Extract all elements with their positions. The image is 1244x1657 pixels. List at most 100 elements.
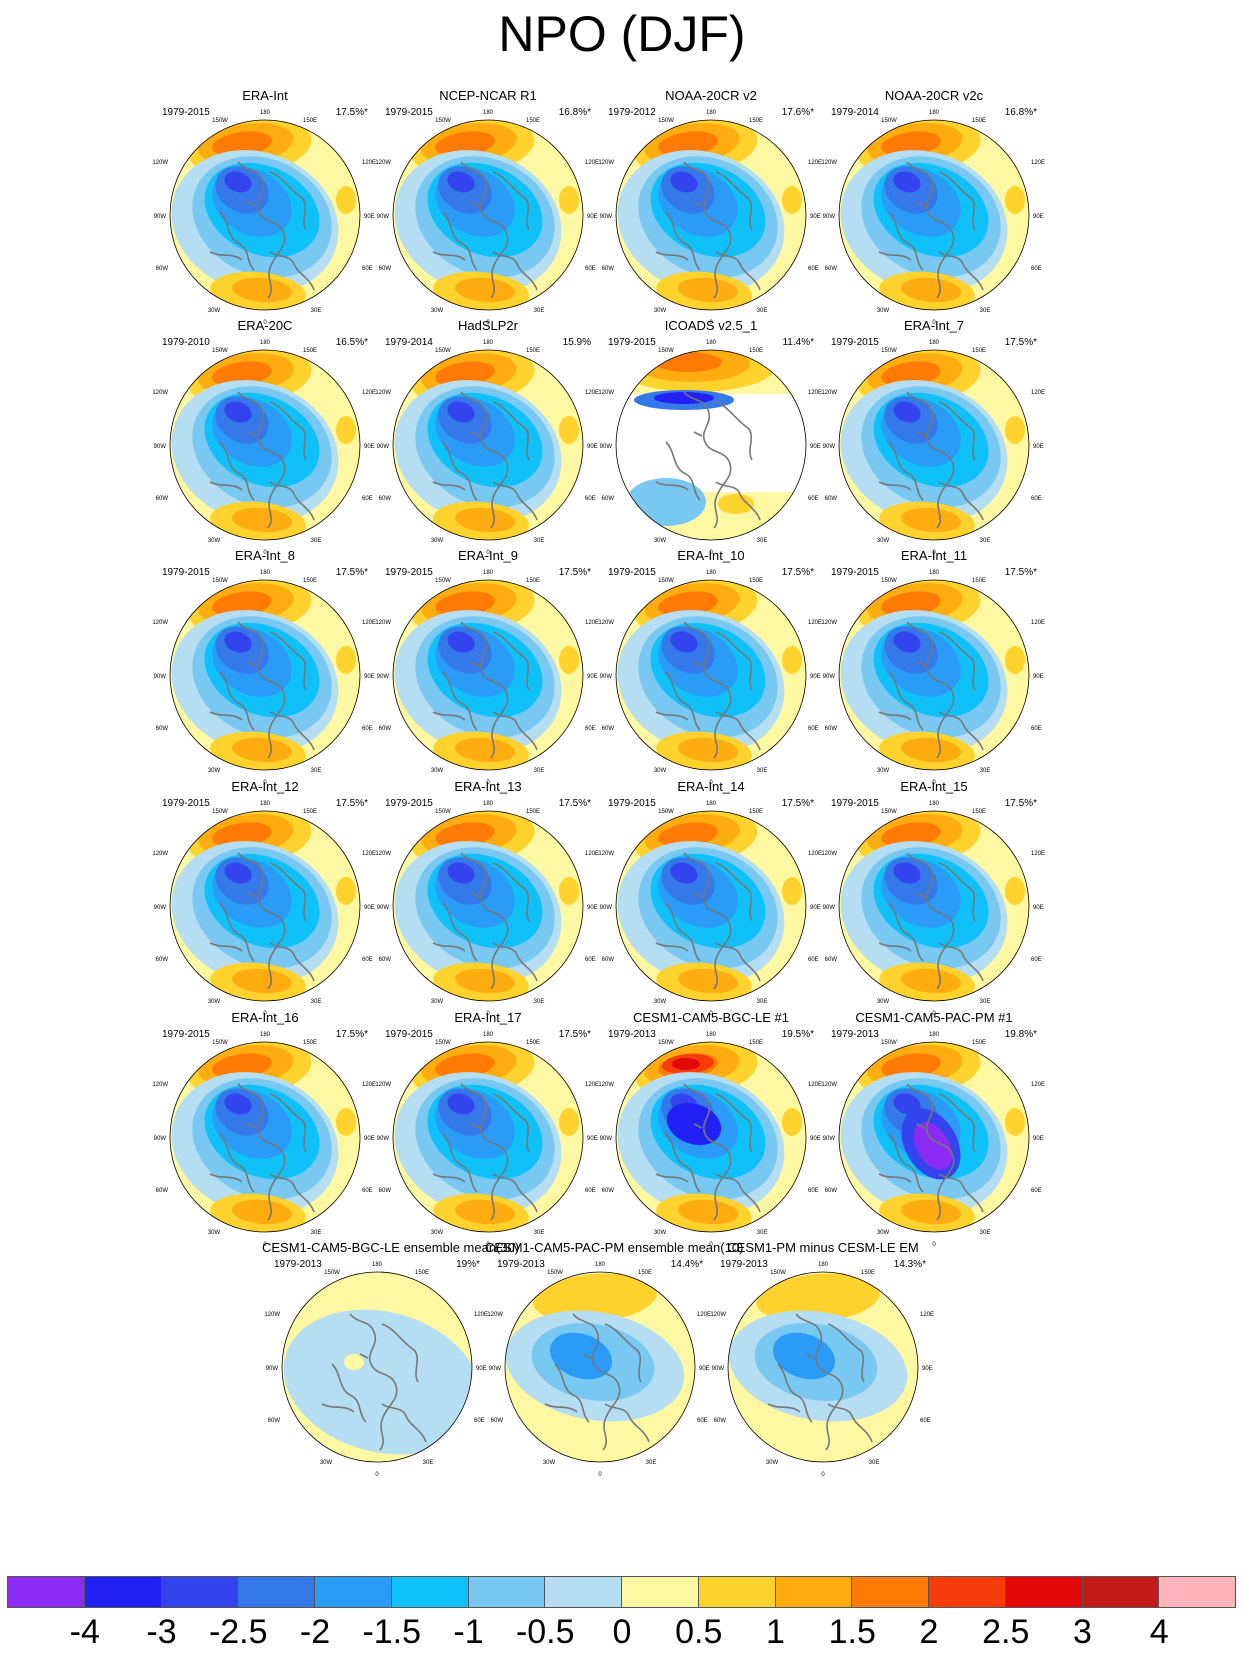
longitude-label: 90W <box>600 905 613 911</box>
longitude-label: 30E <box>311 538 322 544</box>
longitude-label: 180 <box>260 570 271 576</box>
polar-map: 180 150W 150E 120W 120E 90W 90E 60W 60E 30W 30E 0 <box>821 340 1045 556</box>
longitude-label: 120E <box>808 620 822 626</box>
map-panel: NOAA-20CR v2c 1979-2014 16.8%* 180 150W 150E 1… <box>819 88 1049 328</box>
polar-map: 180 150W 150E 120W 120E 90W 90E 60W 60E 30W 30E 0 <box>375 110 599 326</box>
panel-title: ERA-20C <box>237 318 293 333</box>
coastline <box>878 852 984 990</box>
map-border <box>392 349 584 541</box>
longitude-label: 0 <box>709 780 713 786</box>
panel-title: ERA-Int_15 <box>900 779 968 794</box>
longitude-label: 0 <box>486 1242 490 1248</box>
longitude-label: 30W <box>877 538 890 544</box>
slp-anomaly-field <box>393 811 583 1001</box>
panel-title: NOAA-20CR v2 <box>665 88 757 103</box>
longitude-label: 30E <box>311 308 322 314</box>
colorbar-cell <box>1004 1576 1083 1608</box>
slp-anomaly-field <box>393 120 583 310</box>
longitude-label: 90W <box>600 674 613 680</box>
panel-title: ERA-Int_14 <box>677 779 745 794</box>
map-panel: ERA-Int_10 1979-2015 17.5%* 180 150W 150E 120W… <box>596 548 826 788</box>
panel-period: 1979-2015 <box>385 1029 433 1040</box>
map-panel: CESM1-CAM5-PAC-PM #1 1979-2013 19.8%* 180 15… <box>819 1010 1049 1250</box>
panel-title: CESM1-CAM5-BGC-LE #1 <box>632 1010 790 1025</box>
longitude-label: 30W <box>320 1460 333 1466</box>
longitude-label: 150E <box>749 118 763 124</box>
longitude-label: 90W <box>712 1366 725 1372</box>
panel-period: 1979-2013 <box>831 1029 879 1040</box>
longitude-label: 90W <box>600 444 613 450</box>
polar-map: 180 150W 150E 120W 120E 90W 90E 60W 60E 30W 30E 0 <box>598 1032 822 1248</box>
longitude-label: 120E <box>1031 851 1045 857</box>
panel-variance: 17.5%* <box>558 1029 591 1040</box>
coastline <box>655 161 761 299</box>
polar-map: 180 150W 150E 120W 120E 90W 90E 60W 60E 30W 30E 0 <box>152 110 376 326</box>
longitude-label: 180 <box>706 340 717 346</box>
longitude-label: 90E <box>587 1136 598 1142</box>
longitude-label: 90W <box>154 905 167 911</box>
longitude-label: 120E <box>474 1312 488 1318</box>
panel-variance: 16.5%* <box>335 337 368 348</box>
longitude-label: 150W <box>547 1270 563 1276</box>
longitude-label: 0 <box>709 550 713 556</box>
coastline <box>432 391 538 529</box>
coastline <box>432 161 538 299</box>
longitude-label: 0 <box>932 550 936 556</box>
map-border <box>392 810 584 1002</box>
longitude-label: 90W <box>823 674 836 680</box>
panel-period: 1979-2015 <box>385 567 433 578</box>
panel-title: ERA-Int_13 <box>454 779 522 794</box>
coastline <box>878 391 984 529</box>
longitude-label: 90W <box>823 905 836 911</box>
map-border <box>169 1041 361 1233</box>
longitude-label: 120E <box>362 1082 376 1088</box>
longitude-label: 120E <box>585 390 599 396</box>
longitude-label: 30E <box>757 999 768 1005</box>
longitude-label: 120W <box>598 390 614 396</box>
longitude-label: 60E <box>362 1188 373 1194</box>
longitude-label: 120E <box>362 851 376 857</box>
slp-anomaly-field <box>616 1042 806 1232</box>
map-border <box>281 1271 473 1463</box>
longitude-label: 90E <box>922 1366 933 1372</box>
panel-title: ERA-Int_11 <box>900 548 968 563</box>
longitude-label: 90E <box>699 1366 710 1372</box>
longitude-label: 90W <box>266 1366 279 1372</box>
longitude-label: 150E <box>972 118 986 124</box>
longitude-label: 120W <box>487 1312 503 1318</box>
longitude-label: 90E <box>1033 905 1044 911</box>
longitude-label: 150E <box>526 118 540 124</box>
coastline <box>655 852 761 990</box>
longitude-label: 60W <box>156 726 169 732</box>
panel-title: CESM1-CAM5-BGC-LE ensemble mean(30) <box>262 1240 520 1255</box>
longitude-label: 90E <box>364 674 375 680</box>
longitude-label: 120W <box>598 851 614 857</box>
colorbar-cell <box>237 1576 315 1608</box>
longitude-label: 60E <box>1031 1188 1042 1194</box>
map-panel: ERA-Int_13 1979-2015 17.5%* 180 150W 150E 120W… <box>373 779 603 1019</box>
longitude-label: 90W <box>377 674 390 680</box>
panel-variance: 19.5%* <box>781 1029 814 1040</box>
map-panel: CESM1-CAM5-PAC-PM ensemble mean(10) 1979-… <box>485 1240 743 1480</box>
longitude-label: 90W <box>377 905 390 911</box>
panel-variance: 17.5%* <box>558 567 591 578</box>
colorbar-cell <box>697 1576 776 1608</box>
panel-period: 1979-2015 <box>162 798 210 809</box>
longitude-label: 60W <box>156 496 169 502</box>
colorbar-cell <box>1158 1576 1236 1608</box>
longitude-label: 150E <box>749 348 763 354</box>
longitude-label: 60W <box>379 266 392 272</box>
polar-map: 180 150W 150E 120W 120E 90W 90E 60W 60E 30W 30E 0 <box>821 1032 1045 1248</box>
longitude-label: 30E <box>980 768 991 774</box>
colorbar-cell <box>160 1576 239 1608</box>
panel-period: 1979-2015 <box>385 798 433 809</box>
map-border <box>504 1271 696 1463</box>
panel-title: ERA-Int_9 <box>458 548 518 563</box>
longitude-label: 0 <box>932 320 936 326</box>
colorbar-label: -1 <box>453 1613 484 1651</box>
longitude-label: 60E <box>585 726 596 732</box>
longitude-label: 30E <box>757 538 768 544</box>
colorbar-label: 0 <box>612 1613 632 1651</box>
longitude-label: 60E <box>362 726 373 732</box>
map-panel: ERA-Int_9 1979-2015 17.5%* 180 150W 150E 120W 1… <box>373 548 603 788</box>
